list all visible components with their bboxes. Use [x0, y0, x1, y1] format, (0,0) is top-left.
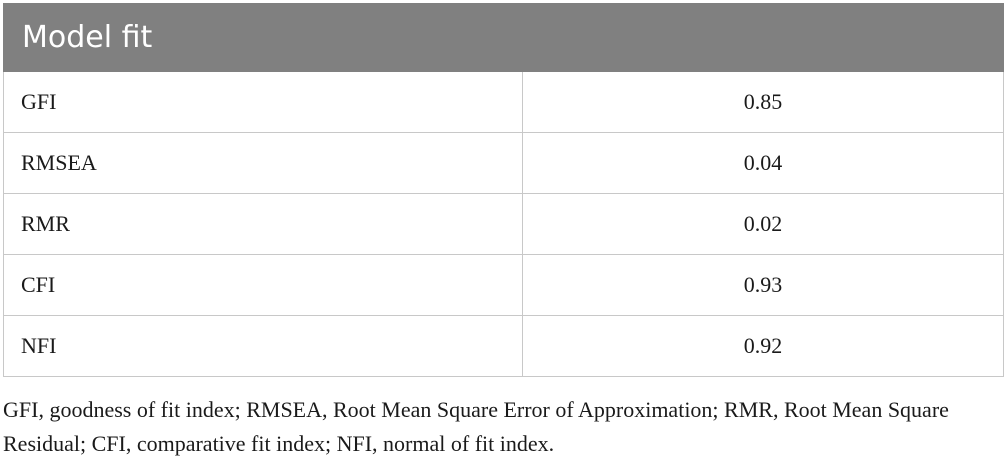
- row-label-rmr: RMR: [3, 193, 523, 255]
- table-row: NFI 0.92: [3, 315, 1004, 377]
- model-fit-table: Model fit GFI 0.85 RMSEA 0.04 RMR 0.02 C…: [3, 3, 1004, 377]
- table-row: CFI 0.93: [3, 254, 1004, 316]
- row-label-nfi: NFI: [3, 315, 523, 377]
- row-value-nfi: 0.92: [522, 315, 1004, 377]
- row-value-rmsea: 0.04: [522, 132, 1004, 194]
- table-row: RMSEA 0.04: [3, 132, 1004, 194]
- row-label-gfi: GFI: [3, 71, 523, 133]
- row-label-rmsea: RMSEA: [3, 132, 523, 194]
- table-row: RMR 0.02: [3, 193, 1004, 255]
- table-header: Model fit: [3, 3, 1004, 72]
- row-value-rmr: 0.02: [522, 193, 1004, 255]
- table-row: GFI 0.85: [3, 71, 1004, 133]
- row-label-cfi: CFI: [3, 254, 523, 316]
- row-value-cfi: 0.93: [522, 254, 1004, 316]
- table-header-row: Model fit: [3, 3, 1004, 72]
- model-fit-table-container: Model fit GFI 0.85 RMSEA 0.04 RMR 0.02 C…: [3, 3, 1004, 377]
- row-value-gfi: 0.85: [522, 71, 1004, 133]
- table-footnote: GFI, goodness of fit index; RMSEA, Root …: [3, 397, 949, 456]
